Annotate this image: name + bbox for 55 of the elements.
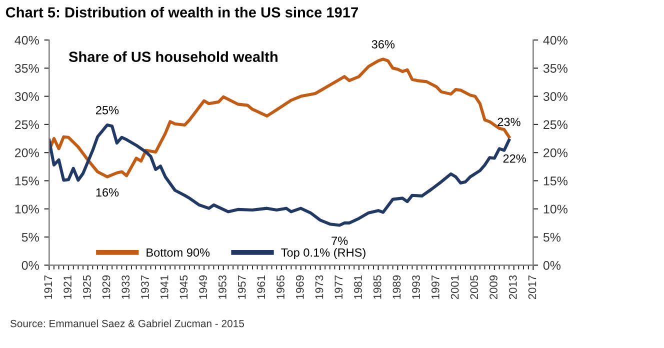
x-tick-label: 1949 (199, 275, 208, 299)
annotation: 36% (372, 40, 395, 48)
y-tick-label: 5% (22, 232, 39, 242)
x-tick-label: 1933 (122, 275, 130, 299)
x-tick-label: 1941 (160, 275, 168, 299)
source-note: Source: Emmanuel Saez & Gabriel Zucman - 2015 (10, 320, 244, 328)
x-tick-label: 2001 (450, 275, 459, 300)
y-tick-label: 40% (14, 36, 39, 45)
y-tick-label: 30% (14, 92, 39, 101)
y-tick-label: 0% (22, 260, 39, 270)
x-tick-label: 2009 (490, 275, 498, 300)
x-tick-label: 1985 (373, 275, 382, 299)
x-tick-label: 1977 (334, 275, 343, 299)
legend-label: Bottom 90% (146, 248, 210, 257)
y2-tick-label: 25% (544, 120, 568, 130)
y2-tick-label: 0% (543, 260, 561, 270)
y-tick-label: 25% (15, 120, 39, 130)
y2-tick-label: 30% (543, 92, 568, 101)
x-tick-label: 1957 (238, 275, 246, 299)
y2-tick-label: 15% (544, 176, 568, 186)
x-tick-label: 1925 (82, 275, 91, 299)
x-tick-label: 1981 (354, 275, 362, 299)
x-tick-label: 1917 (44, 275, 52, 299)
annotation: 7% (332, 236, 348, 245)
x-tick-label: 1921 (64, 275, 72, 299)
y-tick-label: 15% (15, 176, 39, 186)
y2-tick-label: 35% (543, 64, 568, 73)
x-tick-label: 1953 (218, 275, 226, 299)
y2-tick-label: 5% (543, 232, 561, 242)
x-tick-label: 1997 (431, 275, 440, 299)
y2-tick-label: 40% (543, 36, 568, 45)
x-tick-label: 1929 (102, 275, 110, 299)
x-tick-label: 1989 (392, 275, 401, 299)
chart-title: Chart 5: Distribution of wealth in the US since 1917 (6, 6, 358, 18)
y-tick-label: 20% (15, 148, 39, 158)
x-tick-label: 1973 (315, 275, 324, 299)
x-tick-label: 1969 (296, 275, 304, 299)
annotation: 23% (498, 118, 520, 126)
x-tick-label: 1965 (276, 275, 284, 299)
y-tick-label: 35% (14, 64, 39, 73)
x-tick-label: 1945 (180, 275, 188, 299)
x-tick-label: 2013 (508, 275, 517, 300)
x-tick-label: 2017 (528, 275, 536, 300)
annotation: 16% (96, 188, 119, 197)
annotation: 25% (96, 106, 119, 114)
text: Share of US household wealth (68, 51, 278, 62)
x-tick-label: 2005 (470, 275, 478, 300)
y2-tick-label: 10% (544, 204, 568, 214)
x-tick-label: 1961 (257, 275, 266, 299)
y2-tick-label: 20% (544, 148, 568, 158)
x-tick-label: 1937 (141, 275, 149, 299)
y-tick-label: 10% (15, 204, 39, 214)
x-tick-label: 1993 (412, 275, 420, 299)
legend-label: Top 0.1% (RHS) (281, 248, 366, 260)
annotation: 22% (503, 154, 526, 163)
